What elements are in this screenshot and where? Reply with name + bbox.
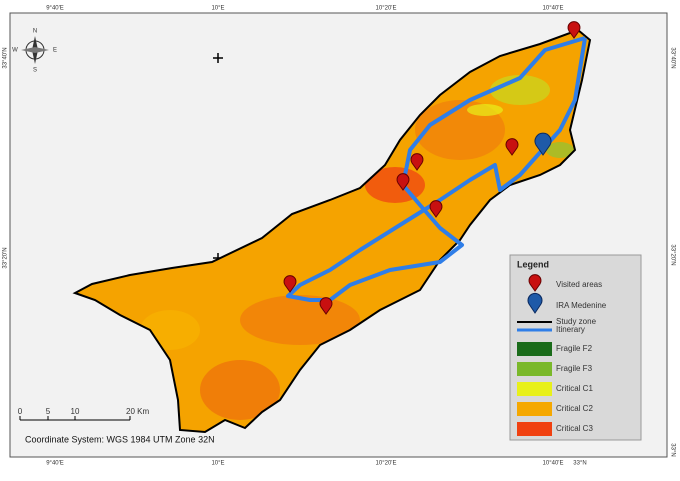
legend: Legend Visited areas IRA Medenine Study … xyxy=(509,254,642,441)
legend-label: Fragile F2 xyxy=(556,344,593,353)
coordinate-system: Coordinate System: WGS 1984 UTM Zone 32N xyxy=(25,434,215,444)
coord-label: 33°20'N xyxy=(3,247,9,268)
ira-medenine xyxy=(534,132,552,156)
coord-label: 33°40'N xyxy=(669,47,675,68)
graticule-cross xyxy=(213,53,223,263)
coord-label: 10°40'E xyxy=(543,6,564,12)
compass: N S E W xyxy=(12,29,57,74)
coord-label: 33°20'N xyxy=(669,244,675,265)
compass-n: N xyxy=(33,29,37,35)
coord-label: 33°N xyxy=(669,443,675,456)
legend-label: Critical C1 xyxy=(556,384,593,393)
coord-label: 10°E xyxy=(211,461,224,467)
legend-label: Study zone xyxy=(556,317,597,326)
coord-label: 10°20'E xyxy=(376,6,397,12)
compass-s: S xyxy=(33,68,37,74)
legend-label: Critical C3 xyxy=(556,424,593,433)
visited-areas xyxy=(283,21,581,315)
compass-w: W xyxy=(12,48,18,54)
scale-label: 20 Km xyxy=(126,407,149,416)
coord-label: 9°40'E xyxy=(46,461,64,467)
itinerary xyxy=(286,36,587,302)
legend-title: Legend xyxy=(517,259,549,269)
legend-label: Visited areas xyxy=(556,280,602,289)
legend-label: Itinerary xyxy=(556,325,585,334)
compass-e: E xyxy=(53,48,57,54)
coord-label: 9°40'E xyxy=(46,6,64,12)
coord-label: 33°N xyxy=(573,461,586,467)
coord-label: 10°20'E xyxy=(376,461,397,467)
legend-label: Fragile F3 xyxy=(556,364,593,373)
frame-labels: 9°40'E 10°E 10°20'E 10°40'E 9°40'E 10°E … xyxy=(3,6,676,467)
scale-label: 5 xyxy=(46,407,51,416)
legend-label: Critical C2 xyxy=(556,404,593,413)
scale-label: 0 xyxy=(18,407,23,416)
legend-label: IRA Medenine xyxy=(556,301,607,310)
coord-label: 10°40'E xyxy=(543,461,564,467)
coord-label: 10°E xyxy=(211,6,224,12)
coord-label: 33°40'N xyxy=(3,47,9,68)
scale-bar: 0 5 10 20 Km xyxy=(18,407,149,421)
scale-label: 10 xyxy=(71,407,80,416)
